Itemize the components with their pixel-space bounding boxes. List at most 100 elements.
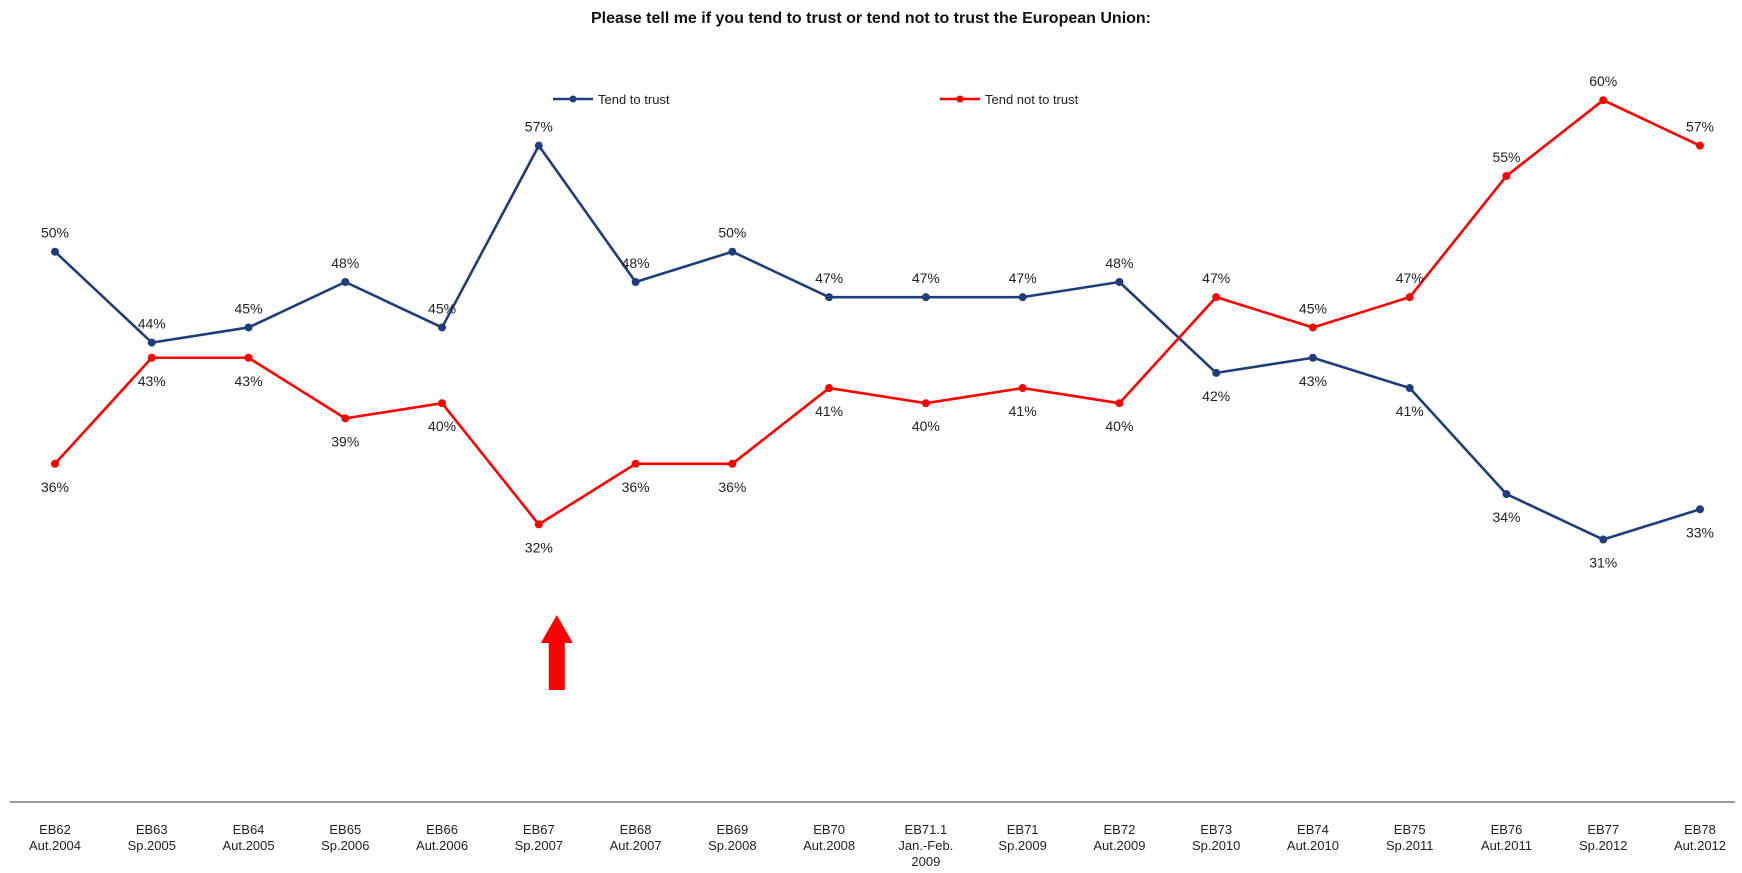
data-label: 31% — [1589, 555, 1617, 571]
x-tick-label: EB62 Aut.2004 — [29, 822, 81, 853]
x-tick-line: Sp.2009 — [998, 838, 1046, 853]
data-point — [1599, 535, 1608, 544]
legend-item-tend-to-trust: Tend to trust — [553, 92, 670, 107]
data-label: 34% — [1492, 509, 1520, 525]
legend-item-tend-not-to-trust: Tend not to trust — [940, 92, 1079, 107]
x-tick-line: Aut.2008 — [803, 838, 855, 853]
data-point — [341, 414, 350, 423]
data-point — [1308, 353, 1317, 362]
x-tick-line: Sp.2007 — [515, 838, 563, 853]
data-point — [147, 353, 156, 362]
x-tick-line: Sp.2012 — [1579, 838, 1627, 853]
data-point — [1115, 399, 1124, 408]
chart-title: Please tell me if you tend to trust or t… — [590, 10, 1152, 27]
data-point — [728, 247, 737, 256]
data-point — [825, 293, 834, 302]
data-label: 47% — [815, 270, 843, 286]
data-point — [534, 141, 543, 150]
x-tick-line: EB62 — [39, 822, 71, 837]
data-point — [1212, 293, 1221, 302]
data-label: 32% — [525, 539, 553, 555]
x-tick-line: EB64 — [233, 822, 265, 837]
data-point — [631, 459, 640, 468]
x-tick-line: EB66 — [426, 822, 458, 837]
data-point — [1696, 141, 1704, 150]
x-tick-line: EB74 — [1297, 822, 1329, 837]
x-tick-label: EB63 Sp.2005 — [128, 822, 176, 853]
data-point — [1212, 368, 1221, 377]
data-label: 40% — [428, 418, 456, 434]
series-layer — [51, 96, 1704, 544]
data-label: 45% — [428, 300, 456, 316]
series-line-tend-not-to-trust — [54, 98, 1701, 526]
data-point — [1018, 293, 1027, 302]
data-point — [1405, 384, 1414, 393]
data-label: 47% — [1202, 270, 1230, 286]
data-point — [244, 353, 253, 362]
x-tick-line: EB65 — [329, 822, 361, 837]
data-point — [438, 399, 447, 408]
data-label: 40% — [912, 418, 940, 434]
data-point — [147, 338, 156, 347]
x-tick-label: EB66 Aut.2006 — [416, 822, 468, 853]
data-label: 36% — [718, 479, 746, 495]
x-tick-line: Sp.2011 — [1386, 838, 1433, 853]
x-tick-line: EB71 — [1007, 822, 1039, 837]
x-tick-line: EB78 — [1684, 822, 1716, 837]
data-point — [631, 278, 640, 286]
data-labels: 50% 44% 45% 48% 45% 57% 48% 50% 47% 47% 47% 48% 42% 4… — [41, 73, 1714, 570]
legend-swatch-marker — [956, 95, 964, 103]
legend-swatch-marker — [569, 95, 577, 103]
x-tick-label: EB72 Aut.2009 — [1093, 822, 1145, 853]
x-tick-label: EB65 Sp.2006 — [321, 822, 369, 853]
x-tick-line: Sp.2006 — [321, 838, 369, 853]
x-tick-label: EB68 Aut.2007 — [610, 822, 662, 853]
x-tick-line: EB69 — [716, 822, 748, 837]
series-line-tend-to-trust — [54, 144, 1701, 541]
x-tick-line: Sp.2010 — [1192, 838, 1240, 853]
data-point — [341, 278, 350, 286]
data-label: 48% — [622, 255, 650, 271]
data-label: 41% — [1396, 403, 1424, 419]
x-tick-label: EB67 Sp.2007 — [515, 822, 563, 853]
data-label: 42% — [1202, 388, 1230, 404]
data-label: 48% — [1105, 255, 1133, 271]
red-up-arrow-icon — [540, 615, 573, 690]
annotation — [540, 615, 573, 690]
x-tick-label: EB71 Sp.2009 — [998, 822, 1046, 853]
data-label: 55% — [1492, 149, 1520, 165]
x-tick-label: EB71.1 Jan.-Feb. 2009 — [898, 822, 953, 869]
data-point — [1115, 278, 1124, 286]
x-tick-label: EB70 Aut.2008 — [803, 822, 855, 853]
data-point — [1502, 171, 1511, 180]
data-point — [728, 459, 737, 468]
data-label: 48% — [331, 255, 359, 271]
x-tick-label: EB73 Sp.2010 — [1192, 822, 1240, 853]
x-tick-label: EB77 Sp.2012 — [1579, 822, 1627, 853]
data-label: 33% — [1686, 524, 1714, 540]
x-tick-line: EB68 — [620, 822, 652, 837]
data-label: 57% — [525, 119, 553, 135]
data-label: 57% — [1686, 119, 1714, 135]
data-label: 44% — [138, 316, 166, 332]
data-point — [825, 384, 834, 393]
x-tick-label: EB69 Sp.2008 — [708, 822, 756, 853]
x-tick-line: Aut.2010 — [1287, 838, 1339, 853]
data-point — [1308, 323, 1317, 332]
x-tick-line: EB75 — [1394, 822, 1426, 837]
x-tick-label: EB75 Sp.2011 — [1386, 822, 1433, 853]
data-point — [1696, 505, 1704, 514]
data-label: 36% — [622, 479, 650, 495]
x-tick-line: Aut.2009 — [1093, 838, 1145, 853]
data-point — [244, 323, 253, 332]
data-label: 50% — [41, 225, 69, 241]
data-point — [534, 520, 543, 529]
data-point — [51, 247, 59, 256]
x-tick-line: Aut.2004 — [29, 838, 81, 853]
x-tick-line: EB67 — [523, 822, 555, 837]
data-label: 47% — [1009, 270, 1037, 286]
x-tick-line: EB76 — [1491, 822, 1523, 837]
data-label: 43% — [138, 373, 166, 389]
x-tick-line: Aut.2006 — [416, 838, 468, 853]
